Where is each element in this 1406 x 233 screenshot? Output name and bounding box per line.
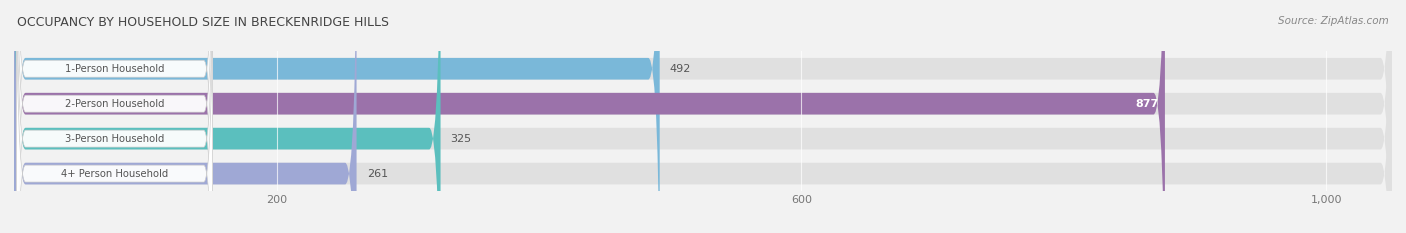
Text: Source: ZipAtlas.com: Source: ZipAtlas.com	[1278, 16, 1389, 26]
Text: 261: 261	[367, 169, 388, 178]
Text: 2-Person Household: 2-Person Household	[65, 99, 165, 109]
Text: OCCUPANCY BY HOUSEHOLD SIZE IN BRECKENRIDGE HILLS: OCCUPANCY BY HOUSEHOLD SIZE IN BRECKENRI…	[17, 16, 389, 29]
FancyBboxPatch shape	[14, 0, 440, 233]
FancyBboxPatch shape	[14, 0, 1392, 233]
FancyBboxPatch shape	[14, 0, 1392, 233]
FancyBboxPatch shape	[14, 0, 1392, 233]
FancyBboxPatch shape	[14, 0, 1166, 233]
FancyBboxPatch shape	[14, 0, 1392, 233]
Text: 492: 492	[669, 64, 692, 74]
FancyBboxPatch shape	[17, 0, 212, 233]
Text: 3-Person Household: 3-Person Household	[65, 134, 165, 144]
Text: 325: 325	[451, 134, 472, 144]
Text: 4+ Person Household: 4+ Person Household	[60, 169, 169, 178]
Text: 1-Person Household: 1-Person Household	[65, 64, 165, 74]
FancyBboxPatch shape	[17, 0, 212, 233]
FancyBboxPatch shape	[17, 0, 212, 233]
FancyBboxPatch shape	[17, 0, 212, 233]
FancyBboxPatch shape	[14, 0, 659, 233]
Text: 877: 877	[1136, 99, 1159, 109]
FancyBboxPatch shape	[14, 0, 357, 233]
